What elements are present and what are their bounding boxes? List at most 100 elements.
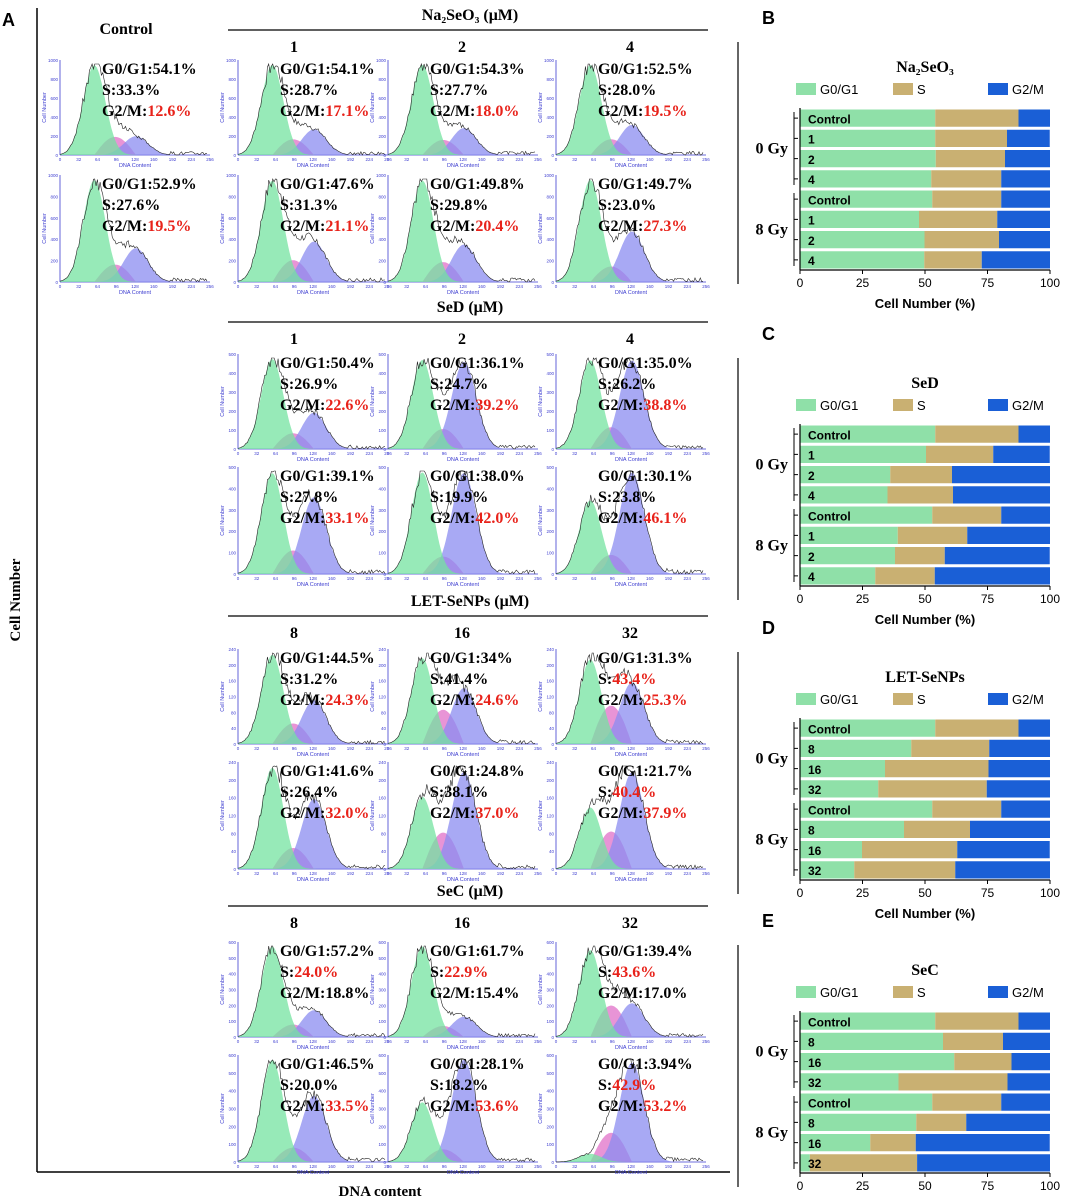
bar-segment-s [935, 150, 1005, 168]
hist-y-tick: 120 [378, 814, 386, 819]
hist-g0g1-area [556, 65, 703, 155]
bar-segment-s [935, 1012, 1019, 1030]
hist-g2m-area [388, 1016, 535, 1037]
hist-y-tick: 800 [50, 77, 58, 82]
hist-x-tick: 0 [387, 1039, 390, 1044]
hist-x-label: DNA Content [615, 163, 648, 169]
hist-stat-s: S:19.9% [430, 489, 488, 506]
hist-y-tick: 600 [228, 216, 236, 221]
hist-x-tick: 160 [646, 451, 654, 456]
hist-y-label: Cell Number [220, 386, 226, 417]
hist-y-tick: 100 [546, 428, 554, 433]
hist-g2m-area [388, 362, 535, 449]
hist-stat-g0g1: G0/G1:35.0% [598, 355, 693, 372]
hist-raw-trace [59, 63, 208, 156]
bar-category-label: 1 [808, 449, 815, 463]
bar-segment-g2-m [915, 1134, 1050, 1152]
histogram-panel: 0 200 400 600 800 1000 0 32 64 96 128 160 192 224 256 D… [42, 173, 214, 296]
hist-y-tick: 0 [383, 1035, 386, 1040]
hist-y-label: Cell Number [220, 1093, 226, 1124]
legend-swatch [988, 986, 1008, 998]
bar-chart-title: SeD [911, 375, 939, 392]
hist-stat-g2m: G2/M:18.8% [280, 985, 369, 1002]
hist-x-tick: 0 [555, 451, 558, 456]
bar-segment-s [916, 1113, 967, 1131]
legend-entry: S [917, 82, 926, 97]
bar-segment-g0-g1 [800, 445, 926, 463]
hist-x-tick: 256 [384, 871, 392, 876]
hist-y-tick: 100 [228, 1019, 236, 1024]
hist-x-tick: 0 [237, 576, 240, 581]
hist-x-tick: 96 [610, 1164, 616, 1169]
hist-stat-g0g1: G0/G1:54.1% [280, 61, 375, 78]
hist-stat-g2m: G2/M:24.6% [430, 692, 519, 709]
hist-x-tick: 0 [387, 871, 390, 876]
hist-y-label: Cell Number [370, 1093, 376, 1124]
hist-x-tick: 0 [59, 157, 62, 162]
bar-segment-s [924, 231, 999, 249]
hist-g0g1-area [556, 1153, 703, 1162]
hist-y-tick: 200 [546, 409, 554, 414]
hist-x-tick: 32 [404, 576, 410, 581]
hist-x-tick: 192 [665, 576, 673, 581]
legend-entry: G2/M [1012, 985, 1044, 1000]
bar-segment-g0-g1 [800, 780, 879, 798]
hist-x-label: DNA Content [447, 752, 480, 758]
hist-x-tick: 128 [309, 451, 317, 456]
hist-g0g1-area [556, 659, 703, 744]
hist-y-tick: 600 [378, 96, 386, 101]
hist-stat-g0g1: G0/G1:54.3% [430, 61, 525, 78]
hist-y-tick: 300 [546, 1107, 554, 1112]
hist-x-tick: 224 [365, 157, 373, 162]
bar-x-tick-label: 50 [918, 886, 932, 900]
hist-y-tick: 1000 [226, 173, 237, 178]
hist-x-tick: 224 [365, 1039, 373, 1044]
bar-category-label: 32 [808, 864, 822, 878]
hist-x-tick: 224 [683, 157, 691, 162]
hist-x-tick: 192 [169, 284, 177, 289]
hist-y-tick: 400 [378, 371, 386, 376]
hist-g2m-area [238, 700, 385, 744]
hist-x-tick: 0 [237, 157, 240, 162]
hist-stat-g0g1: G0/G1:54.1% [102, 61, 197, 78]
hist-x-tick: 32 [572, 746, 578, 751]
hist-x-tick: 224 [515, 746, 523, 751]
hist-x-tick: 256 [702, 576, 710, 581]
legend-swatch [796, 693, 816, 705]
hist-y-tick: 200 [546, 134, 554, 139]
hist-y-tick: 40 [549, 849, 555, 854]
hist-y-tick: 400 [378, 972, 386, 977]
hist-y-tick: 0 [551, 572, 554, 577]
hist-g0g1-area [388, 796, 535, 869]
col-header: 1 [290, 39, 298, 56]
col-header: 2 [458, 39, 466, 56]
hist-x-tick: 96 [114, 284, 120, 289]
hist-y-tick: 500 [228, 352, 236, 357]
hist-stat-g2m: G2/M:24.3% [280, 692, 369, 709]
hist-y-tick: 80 [549, 710, 555, 715]
hist-y-label: Cell Number [370, 92, 376, 123]
hist-y-tick: 500 [228, 465, 236, 470]
hist-y-tick: 300 [228, 508, 236, 513]
hist-g2m-area [556, 360, 703, 449]
hist-x-tick: 224 [515, 1164, 523, 1169]
hist-y-tick: 400 [546, 486, 554, 491]
hist-raw-trace [237, 62, 386, 156]
legend-swatch [796, 83, 816, 95]
hist-x-tick: 64 [423, 1039, 429, 1044]
hist-y-tick: 600 [228, 940, 236, 945]
group-header: Na₂SeO₃ (μM) 1 2 4 Control [99, 7, 708, 56]
bar-segment-g2-m [1001, 800, 1050, 818]
hist-x-tick: 192 [665, 451, 673, 456]
hist-y-tick: 600 [378, 1053, 386, 1058]
hist-x-tick: 64 [95, 157, 101, 162]
bar-x-tick-label: 50 [918, 592, 932, 606]
bar-x-tick-label: 25 [856, 276, 870, 290]
group-label: 0 Gy [756, 1044, 788, 1061]
hist-y-tick: 200 [546, 1003, 554, 1008]
bar-category-label: 2 [808, 153, 815, 167]
hist-stat-s: S:40.4% [598, 784, 656, 801]
bar-category-label: 8 [808, 743, 815, 757]
bar-segment-g2-m [1001, 170, 1050, 188]
bar-category-label: 16 [808, 844, 822, 858]
